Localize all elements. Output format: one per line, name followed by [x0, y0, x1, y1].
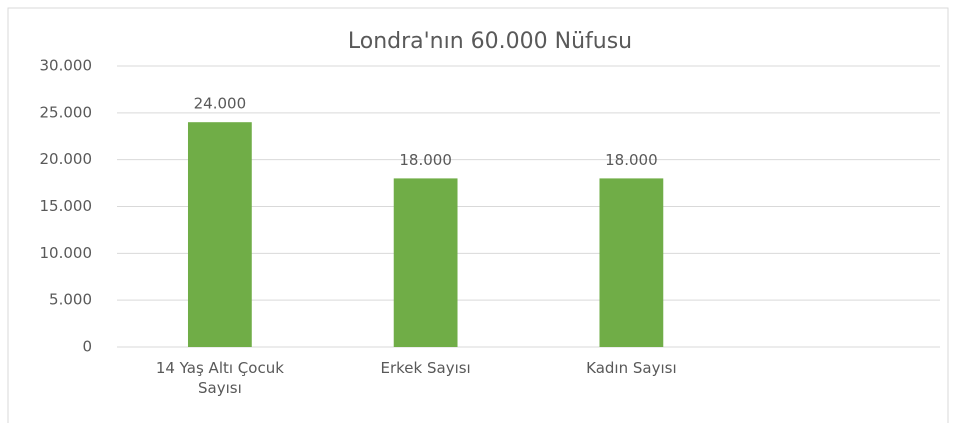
data-label: 18.000	[399, 151, 452, 169]
y-tick-label: 20.000	[40, 150, 93, 168]
y-tick-label: 0	[82, 338, 92, 356]
x-tick-label: Erkek Sayısı	[380, 359, 471, 377]
bar	[393, 178, 458, 347]
bar	[599, 178, 664, 347]
data-label: 18.000	[605, 151, 658, 169]
x-tick-label: 14 Yaş Altı Çocuk Sayısı	[155, 359, 284, 397]
chart-title: Londra'nın 60.000 Nüfusu	[348, 29, 632, 54]
x-tick-label: Kadın Sayısı	[586, 359, 677, 377]
y-tick-label: 30.000	[40, 57, 93, 75]
y-tick-label: 10.000	[40, 244, 93, 262]
chart-border	[7, 7, 949, 423]
bar	[187, 122, 252, 347]
data-label: 24.000	[194, 95, 247, 113]
y-tick-label: 25.000	[40, 103, 93, 121]
y-tick-label: 5.000	[49, 291, 92, 309]
y-tick-label: 15.000	[40, 197, 93, 215]
